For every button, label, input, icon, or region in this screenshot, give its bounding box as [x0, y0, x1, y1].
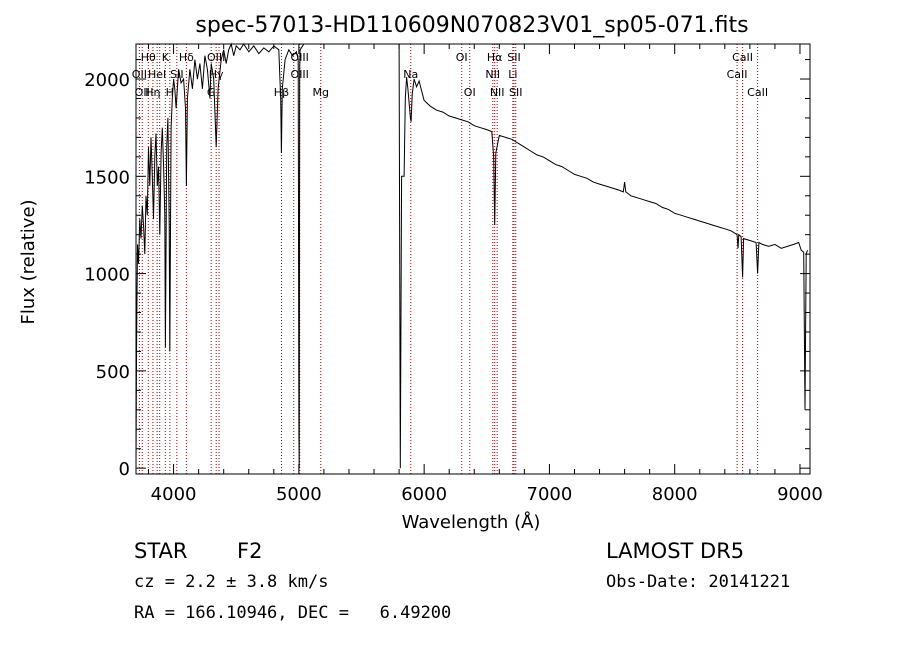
x-tick-label: 9000	[777, 484, 823, 505]
y-tick-label: 1000	[84, 265, 130, 286]
x-tick-label: 8000	[652, 484, 698, 505]
line-label: CaII	[727, 68, 748, 81]
line-label: H	[166, 86, 174, 99]
spectral-line-markers	[138, 44, 759, 474]
line-label: NII	[490, 86, 505, 99]
line-label: OIII	[291, 68, 309, 81]
coordinates: RA = 166.10946, DEC = 6.49200	[134, 603, 452, 623]
line-label: HeI	[148, 68, 166, 81]
line-label: SII	[507, 51, 520, 64]
line-label: OIII	[291, 51, 309, 64]
line-label: Mg	[313, 86, 329, 99]
y-axis-label: Flux (relative)	[18, 199, 39, 324]
line-label: K	[162, 51, 170, 64]
x-tick-label: 7000	[527, 484, 573, 505]
x-tick-label: 5000	[276, 484, 322, 505]
plot-frame	[135, 43, 811, 475]
line-label: CaII	[732, 51, 753, 64]
x-axis-ticks: 4000 5000 6000 7000 8000 9000	[148, 44, 823, 505]
spectrum-line	[135, 42, 808, 469]
line-label: OI	[464, 86, 476, 99]
line-label: OI	[456, 51, 468, 64]
y-axis-ticks: 0 500 1000 1500 2000	[84, 59, 810, 480]
x-tick-label: 4000	[151, 484, 197, 505]
chart-title: spec-57013-HD110609N070823V01_sp05-071.f…	[195, 13, 748, 38]
x-axis-label: Wavelength (Å)	[402, 511, 541, 533]
line-label: NII	[485, 68, 500, 81]
line-label: SII	[509, 86, 522, 99]
line-label: Na	[403, 68, 418, 81]
observation-date: Obs-Date: 20141221	[606, 572, 791, 592]
line-label: OIII	[207, 51, 225, 64]
x-tick-label: 6000	[401, 484, 447, 505]
line-label: Hη	[145, 86, 160, 99]
y-tick-label: 1500	[84, 167, 130, 188]
line-label: Hδ	[179, 51, 194, 64]
object-subclass: F2	[237, 539, 263, 563]
y-tick-label: 2000	[84, 70, 130, 91]
line-label: OII	[135, 86, 150, 99]
y-tick-label: 500	[96, 362, 130, 383]
line-label: Hβ	[274, 86, 289, 99]
line-label: Hγ	[209, 68, 224, 81]
line-label: G	[207, 86, 216, 99]
line-label: Hθ	[141, 51, 156, 64]
line-label: SII	[170, 68, 183, 81]
line-label: Hα	[487, 51, 503, 64]
line-label: Li	[508, 68, 517, 81]
y-tick-label: 0	[119, 459, 130, 480]
survey-name: LAMOST DR5	[606, 539, 745, 563]
line-label: CaII	[747, 86, 768, 99]
object-class: STAR	[134, 539, 188, 563]
redshift-cz: cz = 2.2 ± 3.8 km/s	[134, 572, 329, 592]
